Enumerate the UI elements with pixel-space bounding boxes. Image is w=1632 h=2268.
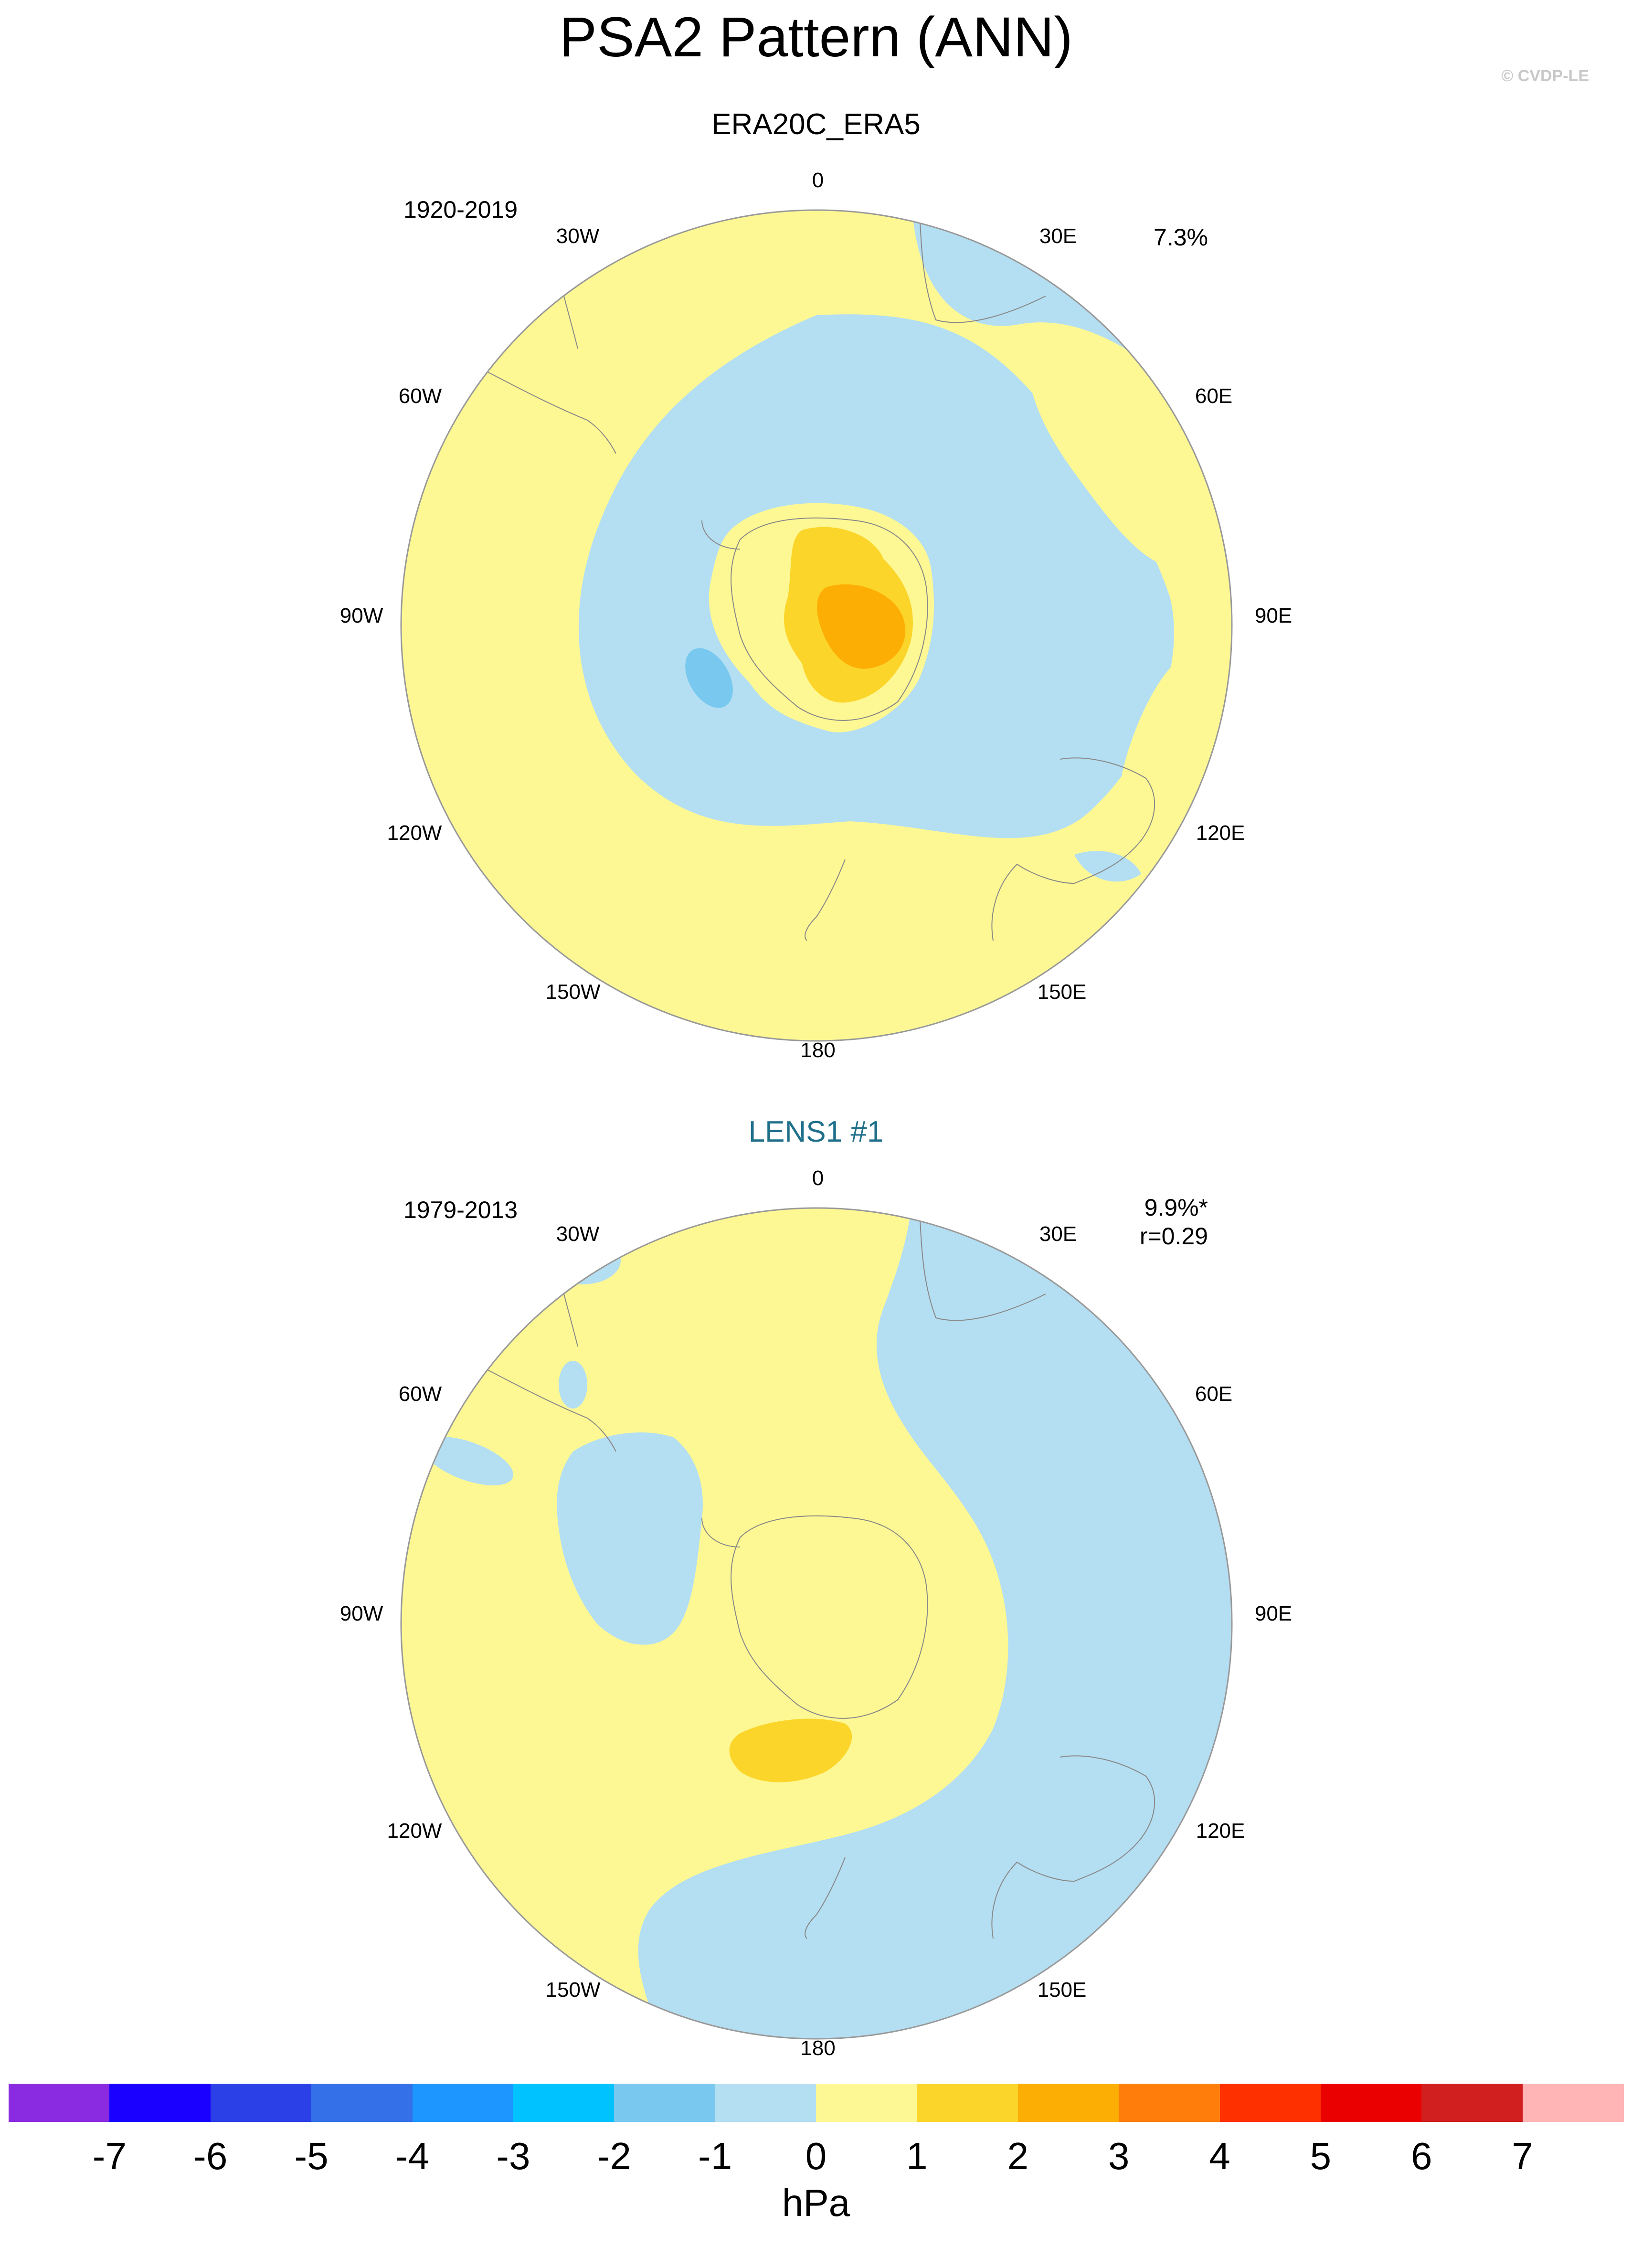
colorbar-swatch — [816, 2084, 917, 2122]
colorbar-tick-label: 4 — [1209, 2135, 1230, 2177]
lon-label-30w: 30W — [556, 1222, 600, 1246]
lon-label-90w: 90W — [339, 1602, 383, 1625]
lon-label-120e: 120E — [1196, 1819, 1245, 1843]
colorbar-tick-label: -5 — [294, 2135, 329, 2177]
lon-label-150w: 150W — [545, 980, 601, 1004]
positive-patch-indian-ocean — [1028, 332, 1180, 568]
negative-patch-south-america — [559, 1361, 587, 1409]
lon-label-150e: 150E — [1037, 980, 1087, 1004]
lon-label-120w: 120W — [387, 1819, 442, 1843]
colorbar-swatch — [1017, 2084, 1119, 2122]
negative-patch-pacific — [423, 1437, 513, 1485]
colorbar-tick-label: 5 — [1310, 2135, 1332, 2177]
colorbar-tick-label: 6 — [1411, 2135, 1432, 2177]
colorbar-swatch — [917, 2084, 1018, 2122]
colorbar-swatch — [1421, 2084, 1523, 2122]
colorbar-swatch — [109, 2084, 211, 2122]
lon-label-120e: 120E — [1196, 821, 1245, 845]
lon-label-180: 180 — [800, 1039, 836, 1062]
panel-2-period: 1979-2013 — [403, 1197, 518, 1223]
panel-1-variance-pct: 7.3% — [1154, 224, 1208, 251]
colorbar-swatch — [311, 2084, 413, 2122]
colorbar-tick-label: 7 — [1512, 2135, 1533, 2177]
lon-label-60e: 60E — [1195, 1382, 1233, 1406]
lon-label-120w: 120W — [387, 821, 442, 845]
panel-1-polar-map — [400, 209, 1233, 1042]
anomaly-1-2-hpa-blob — [729, 1718, 852, 1782]
panel-2-correlation: r=0.29 — [1139, 1223, 1208, 1250]
lon-label-60w: 60W — [398, 1382, 442, 1406]
lon-label-150w: 150W — [545, 1978, 601, 2002]
colorbar-tick-label: -6 — [193, 2135, 228, 2177]
colorbar-swatch — [412, 2084, 514, 2122]
colorbar-tick-label: -4 — [395, 2135, 430, 2177]
colorbar-swatch — [1320, 2084, 1422, 2122]
panel-2-title: LENS1 #1 — [748, 1115, 884, 1148]
positive-patch-australia — [1122, 659, 1187, 802]
colorbar-swatch — [715, 2084, 816, 2122]
lon-label-30w: 30W — [556, 224, 600, 248]
colorbar-swatch — [1522, 2084, 1624, 2122]
negative-anomaly-east — [638, 1208, 1232, 2039]
colorbar-tick-label: 2 — [1007, 2135, 1029, 2177]
panel-1-title: ERA20C_ERA5 — [711, 108, 921, 141]
colorbar-swatch — [210, 2084, 312, 2122]
anomaly-minus-2-blob — [685, 648, 733, 708]
map-border — [400, 1207, 1233, 2040]
colorbar-tick-label: 1 — [906, 2135, 928, 2177]
colorbar-swatch — [1219, 2084, 1321, 2122]
colorbar-tick-label: -3 — [496, 2135, 530, 2177]
lon-label-0: 0 — [812, 1166, 824, 1190]
lon-label-60w: 60W — [398, 384, 442, 408]
negative-anomaly-west — [557, 1432, 703, 1645]
lon-label-150e: 150E — [1037, 1978, 1087, 2002]
colorbar-tick-label: -2 — [597, 2135, 631, 2177]
anomaly-2-3-hpa-core — [817, 584, 906, 669]
copyright-text: © CVDP-LE — [1501, 67, 1589, 85]
colorbar-swatch — [9, 2084, 110, 2122]
lon-label-180: 180 — [800, 2036, 836, 2060]
colorbar-tick-label: 0 — [805, 2135, 827, 2177]
lon-label-90e: 90E — [1254, 1602, 1293, 1625]
colorbar-swatch — [614, 2084, 716, 2122]
panel-1-period: 1920-2019 — [403, 196, 518, 223]
colorbar-tick-label: -7 — [92, 2135, 127, 2177]
colorbar-swatch — [1119, 2084, 1220, 2122]
colorbar-swatch — [513, 2084, 615, 2122]
lon-label-30e: 30E — [1039, 1222, 1077, 1246]
colorbar-unit: hPa — [782, 2182, 850, 2224]
lon-label-30e: 30E — [1039, 224, 1077, 248]
figure-title: PSA2 Pattern (ANN) — [559, 6, 1073, 69]
lon-label-90w: 90W — [339, 604, 383, 627]
panel-2-polar-map — [400, 1207, 1233, 2040]
colorbar-tick-label: 3 — [1108, 2135, 1130, 2177]
negative-patch-australia — [1074, 851, 1141, 882]
colorbar-tick-label: -1 — [698, 2135, 732, 2177]
map-border — [400, 209, 1233, 1042]
lon-label-0: 0 — [812, 169, 824, 192]
coastlines — [458, 1208, 1155, 1939]
lon-label-60e: 60E — [1195, 384, 1233, 408]
panel-2-variance-pct: 9.9%* — [1144, 1194, 1208, 1221]
lon-label-90e: 90E — [1254, 604, 1293, 627]
